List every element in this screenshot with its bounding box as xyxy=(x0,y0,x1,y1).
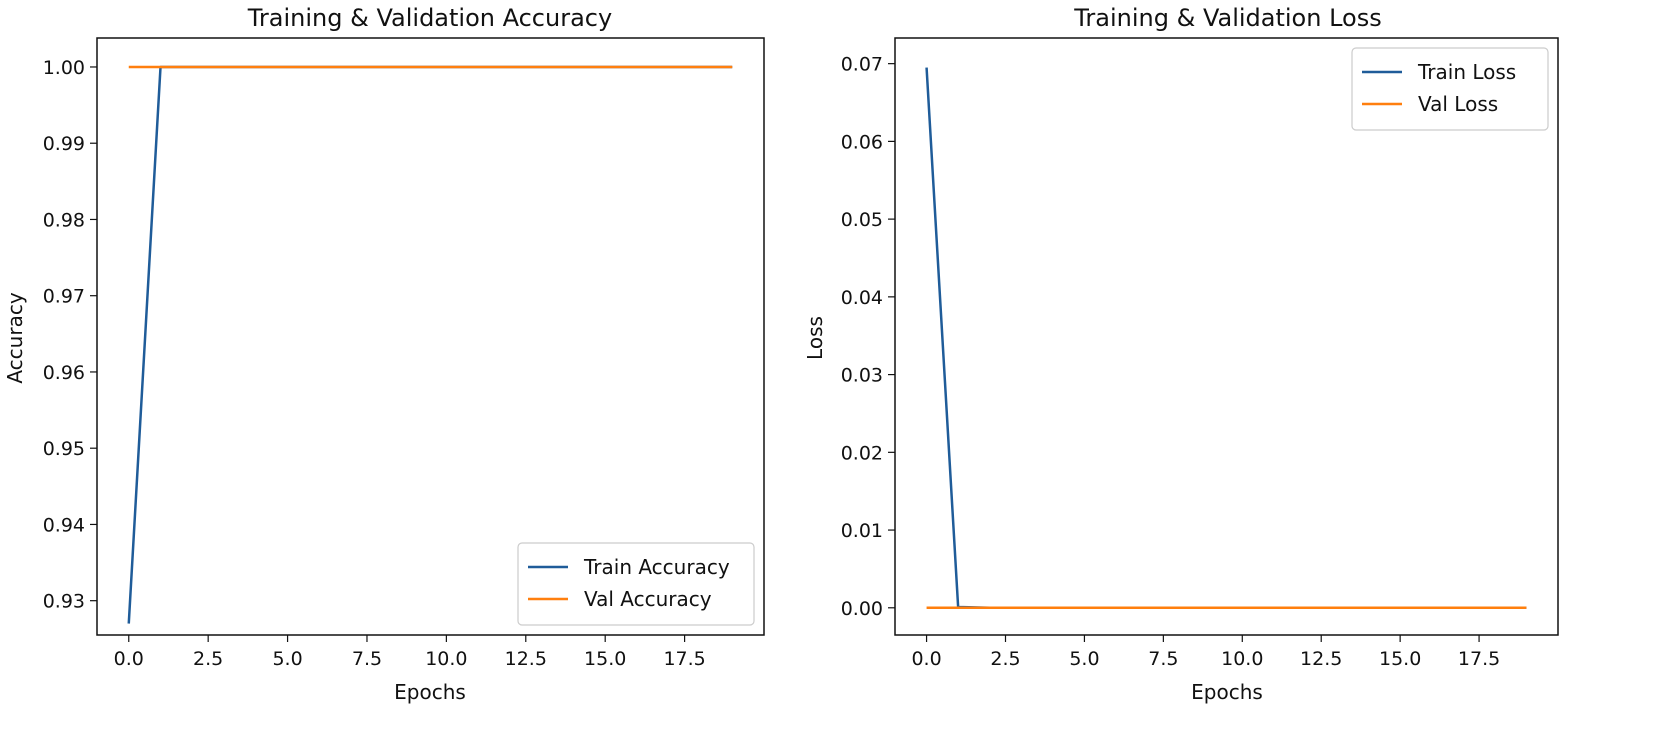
accuracy-y-tick-label: 0.99 xyxy=(43,133,85,155)
accuracy-x-tick-label: 2.5 xyxy=(193,648,223,670)
loss-chart-title: Training & Validation Loss xyxy=(1073,4,1381,32)
loss-y-tick-label: 0.07 xyxy=(841,54,883,76)
accuracy-chart: Training & Validation Accuracy Epochs Ac… xyxy=(3,4,765,704)
accuracy-x-tick-label: 17.5 xyxy=(663,648,705,670)
accuracy-x-tick-label: 5.0 xyxy=(272,648,302,670)
loss-x-tick-label: 12.5 xyxy=(1300,648,1342,670)
accuracy-x-tick-label: 15.0 xyxy=(584,648,626,670)
accuracy-y-tick-label: 0.94 xyxy=(43,514,85,536)
loss-plot-area: 0.0 2.5 5.0 7.5 10.0 12.5 15.0 17.5 0.00 0.01 0.02… xyxy=(841,54,1527,670)
accuracy-y-axis-label: Accuracy xyxy=(3,292,27,383)
loss-y-tick-label: 0.05 xyxy=(841,209,883,231)
accuracy-axes-frame xyxy=(96,37,765,636)
loss-y-tick-label: 0.04 xyxy=(841,287,883,309)
loss-y-tick-label: 0.01 xyxy=(841,520,883,542)
loss-y-tick-label: 0.06 xyxy=(841,131,883,153)
loss-y-axis-label: Loss xyxy=(803,316,827,360)
loss-legend-label-train-loss: Train Loss xyxy=(1417,60,1516,84)
loss-y-tick-label: 0.02 xyxy=(841,442,883,464)
accuracy-legend-box xyxy=(517,542,755,626)
accuracy-x-tick-label: 10.0 xyxy=(425,648,467,670)
accuracy-chart-title: Training & Validation Accuracy xyxy=(247,4,612,32)
loss-y-tick-label: 0.00 xyxy=(841,598,883,620)
accuracy-y-tick-label: 0.95 xyxy=(43,438,85,460)
accuracy-x-tick-label: 12.5 xyxy=(505,648,547,670)
accuracy-y-tick-label: 1.00 xyxy=(43,57,85,79)
accuracy-legend-label-val-accuracy: Val Accuracy xyxy=(584,587,712,611)
accuracy-y-tick-label: 0.98 xyxy=(43,209,85,231)
loss-legend-box xyxy=(1351,47,1549,131)
accuracy-y-tick-label: 0.93 xyxy=(43,591,85,613)
loss-x-tick-label: 15.0 xyxy=(1379,648,1421,670)
accuracy-x-tick-label: 7.5 xyxy=(352,648,382,670)
accuracy-legend: Train Accuracy Val Accuracy xyxy=(517,542,755,626)
loss-x-tick-label: 10.0 xyxy=(1221,648,1263,670)
loss-x-tick-label: 17.5 xyxy=(1458,648,1500,670)
loss-y-tick-label: 0.03 xyxy=(841,365,883,387)
loss-chart: Training & Validation Loss Epochs Loss 0… xyxy=(803,4,1559,704)
loss-legend: Train Loss Val Loss xyxy=(1351,47,1549,131)
accuracy-plot-area: 0.0 2.5 5.0 7.5 10.0 12.5 15.0 17.5 0.93 0.94 0.95… xyxy=(43,57,733,670)
loss-x-tick-label: 5.0 xyxy=(1069,648,1099,670)
loss-axes-frame xyxy=(894,37,1559,636)
accuracy-x-tick-label: 0.0 xyxy=(114,648,144,670)
loss-x-tick-label: 7.5 xyxy=(1148,648,1178,670)
accuracy-y-tick-label: 0.97 xyxy=(43,286,85,308)
accuracy-y-tick-label: 0.96 xyxy=(43,362,85,384)
loss-legend-label-val-loss: Val Loss xyxy=(1418,92,1498,116)
loss-x-tick-label: 2.5 xyxy=(990,648,1020,670)
accuracy-x-axis-label: Epochs xyxy=(394,680,466,704)
loss-x-axis-label: Epochs xyxy=(1191,680,1263,704)
loss-x-tick-label: 0.0 xyxy=(911,648,941,670)
accuracy-legend-label-train-accuracy: Train Accuracy xyxy=(583,555,730,579)
